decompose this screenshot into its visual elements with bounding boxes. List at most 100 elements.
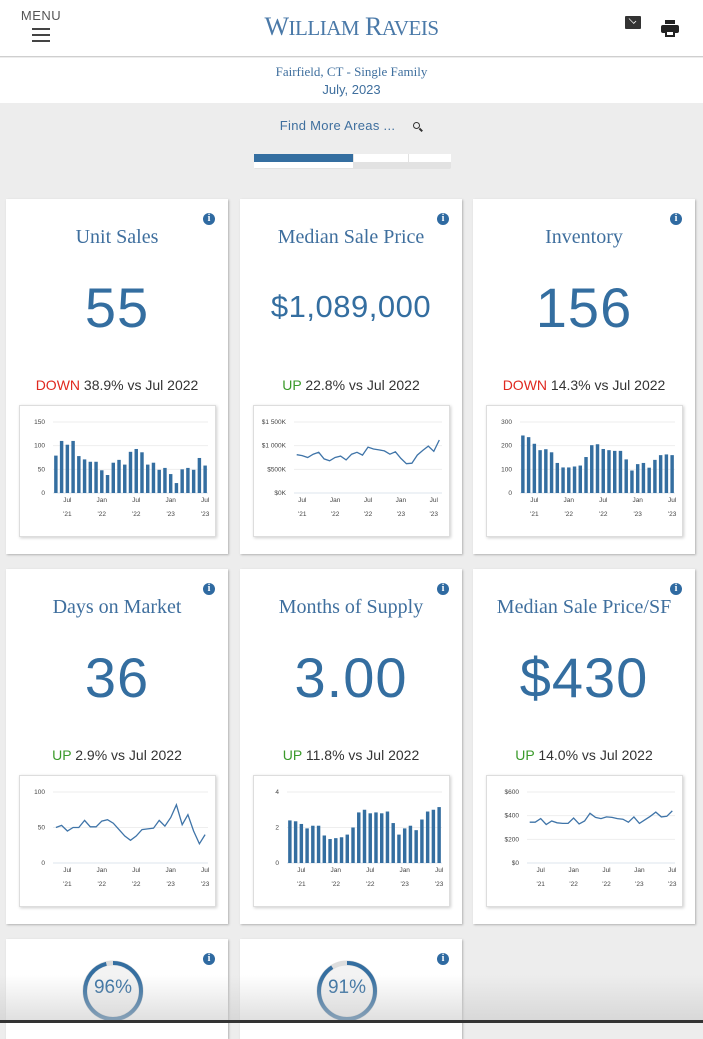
x-tick-label: Jul bbox=[430, 497, 439, 504]
change-text: 2.9% vs Jul 2022 bbox=[75, 747, 182, 763]
x-tick-year-label: '22 bbox=[331, 511, 340, 518]
bar bbox=[374, 812, 378, 863]
bar bbox=[658, 455, 663, 493]
y-tick-label: $200 bbox=[505, 836, 520, 843]
find-more-areas-link[interactable]: Find More Areas ... bbox=[0, 118, 703, 133]
x-tick-year-label: '21 bbox=[63, 511, 72, 518]
change-direction: DOWN bbox=[35, 377, 81, 393]
metric-title: Median Sale Price bbox=[277, 226, 425, 248]
y-tick-label: 150 bbox=[34, 419, 45, 426]
x-tick-year-label: '21 bbox=[298, 511, 307, 518]
gauge-value: 96% bbox=[93, 977, 133, 998]
x-tick-year-label: '22 bbox=[569, 881, 578, 888]
bar bbox=[117, 459, 121, 493]
bar bbox=[77, 456, 81, 493]
change-text: 14.0% vs Jul 2022 bbox=[538, 747, 653, 763]
info-icon[interactable]: i bbox=[437, 953, 449, 965]
change-direction: UP bbox=[52, 747, 72, 763]
x-tick-label: Jan bbox=[97, 497, 108, 504]
info-icon[interactable]: i bbox=[203, 583, 215, 595]
bar bbox=[288, 820, 292, 863]
x-tick-year-label: '22 bbox=[366, 881, 375, 888]
x-tick-label: Jul bbox=[63, 497, 72, 504]
y-tick-label: 300 bbox=[501, 419, 512, 426]
bar bbox=[293, 821, 298, 863]
bar bbox=[368, 813, 372, 863]
y-tick-label: $1 500K bbox=[262, 419, 287, 426]
x-tick-label: Jul bbox=[201, 867, 210, 874]
page-tab-3[interactable] bbox=[409, 154, 451, 162]
y-tick-label: 100 bbox=[501, 466, 512, 473]
menu-label: MENU bbox=[20, 8, 62, 23]
metric-change: UP 2.9% vs Jul 2022 bbox=[6, 747, 228, 763]
bar bbox=[299, 823, 304, 863]
find-more-label: Find More Areas ... bbox=[279, 118, 396, 133]
bar bbox=[362, 809, 367, 863]
bar bbox=[555, 462, 560, 493]
info-icon[interactable]: i bbox=[670, 583, 682, 595]
y-tick-label: 100 bbox=[34, 789, 45, 796]
bar bbox=[624, 459, 628, 493]
x-tick-label: Jul bbox=[435, 867, 444, 874]
change-direction: UP bbox=[515, 747, 535, 763]
bar bbox=[59, 440, 64, 493]
trend-chart: 0 50 100 150 Jul '21 Jan '22 Jul '22 Jan '23 Jul '23 bbox=[19, 405, 216, 537]
x-tick-label: Jul bbox=[297, 867, 306, 874]
bar bbox=[380, 813, 384, 863]
x-tick-year-label: '21 bbox=[297, 881, 306, 888]
bar bbox=[111, 462, 115, 493]
x-tick-year-label: '23 bbox=[166, 881, 175, 888]
x-tick-label: Jul bbox=[364, 497, 373, 504]
metric-title: Inventory bbox=[545, 226, 623, 248]
menu-button[interactable]: MENU bbox=[18, 8, 64, 46]
mail-icon[interactable] bbox=[625, 16, 641, 29]
x-tick-label: Jul bbox=[668, 867, 677, 874]
bar bbox=[197, 457, 202, 493]
trend-chart: 0 100 200 300 Jul '21 Jan '22 Jul '22 Jan '23 Jul '23 bbox=[486, 405, 683, 537]
search-icon[interactable] bbox=[413, 121, 423, 132]
hamburger-icon bbox=[32, 28, 50, 42]
trend-chart: 0 2 4 Jul '21 Jan '22 Jul '22 Jan '23 Jul '23 bbox=[253, 775, 450, 907]
bar bbox=[647, 467, 651, 493]
x-tick-label: Jan bbox=[399, 867, 410, 874]
x-tick-label: Jul bbox=[537, 867, 546, 874]
metric-change: DOWN 14.3% vs Jul 2022 bbox=[473, 377, 695, 393]
page-tab-2[interactable] bbox=[354, 154, 408, 162]
x-tick-year-label: '22 bbox=[602, 881, 611, 888]
print-icon[interactable] bbox=[661, 20, 679, 37]
bar bbox=[538, 450, 542, 493]
bar bbox=[357, 812, 361, 863]
bar bbox=[305, 828, 309, 863]
x-tick-label: Jul bbox=[63, 867, 72, 874]
change-text: 38.9% vs Jul 2022 bbox=[83, 377, 199, 393]
gauge-value: 91% bbox=[327, 977, 367, 998]
bar bbox=[168, 474, 173, 493]
bar bbox=[311, 825, 315, 863]
bar bbox=[601, 448, 605, 493]
info-icon[interactable]: i bbox=[670, 213, 682, 225]
info-icon[interactable]: i bbox=[203, 213, 215, 225]
bar bbox=[105, 475, 110, 493]
info-icon[interactable]: i bbox=[203, 953, 215, 965]
brand-logo[interactable]: WILLIAM RAVEIS bbox=[0, 12, 703, 42]
bar bbox=[420, 819, 424, 863]
chart-svg: 0 50 100 Jul '21 Jan '22 Jul '22 Jan '23 Jul '23 bbox=[34, 789, 210, 888]
info-icon[interactable]: i bbox=[437, 583, 449, 595]
page-tab-1[interactable] bbox=[254, 154, 353, 162]
x-tick-year-label: '23 bbox=[430, 511, 439, 518]
report-date: July, 2023 bbox=[322, 82, 381, 97]
change-direction: UP bbox=[282, 377, 302, 393]
metric-change: DOWN 38.9% vs Jul 2022 bbox=[6, 377, 228, 393]
x-tick-label: Jan bbox=[330, 497, 341, 504]
x-tick-label: Jan bbox=[396, 497, 407, 504]
y-tick-label: $500K bbox=[267, 466, 286, 473]
gauge-card-2: i 91% bbox=[240, 939, 462, 1039]
x-tick-year-label: '23 bbox=[397, 511, 406, 518]
bar bbox=[664, 454, 669, 493]
x-tick-year-label: '22 bbox=[565, 511, 574, 518]
info-icon[interactable]: i bbox=[437, 213, 449, 225]
x-tick-year-label: '23 bbox=[201, 511, 210, 518]
gauge-card-1: i 96% bbox=[6, 939, 228, 1039]
bar bbox=[532, 443, 537, 493]
x-tick-year-label: '22 bbox=[98, 881, 107, 888]
